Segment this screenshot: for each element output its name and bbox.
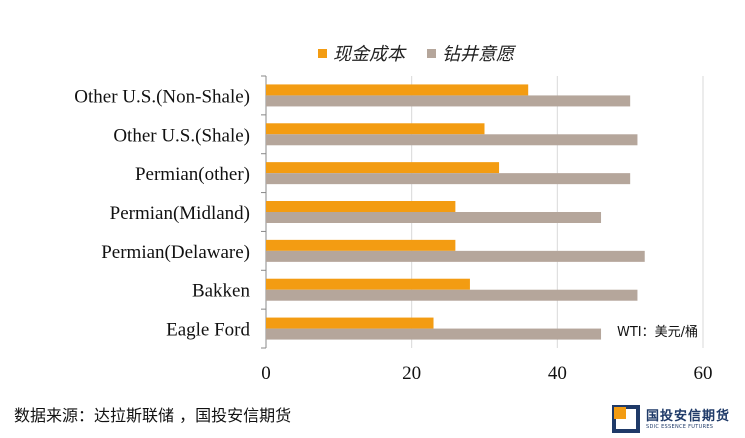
source-note: 数据来源：达拉斯联储 ，国投安信期货 — [14, 406, 292, 425]
bar-drilling-will-6 — [266, 328, 602, 340]
bar-drilling-will-0 — [266, 95, 631, 107]
x-tick-label-0: 0 — [261, 363, 271, 384]
legend-swatch-drilling-will — [427, 48, 436, 58]
bar-cash-cost-3 — [266, 201, 456, 212]
category-label-6: Eagle Ford — [166, 320, 250, 341]
bar-drilling-will-3 — [266, 212, 602, 223]
bar-cash-cost-5 — [266, 278, 470, 290]
unit-annotation: WTI：美元/桶 — [617, 325, 699, 340]
logo-text-en: SDIC ESSENCE FUTURES — [646, 424, 714, 430]
category-label-5: Bakken — [192, 281, 251, 302]
category-label-0: Other U.S.(Non-Shale) — [74, 86, 250, 107]
chart-legend: 现金成本 钻井意愿 — [318, 40, 514, 66]
legend-swatch-cash-cost — [318, 48, 327, 58]
logo-text-cn: 国投安信期货 — [646, 409, 731, 424]
company-logo: 国投安信期货 SDIC ESSENCE FUTURES — [612, 405, 730, 433]
bar-drilling-will-1 — [266, 134, 638, 146]
bar-cash-cost-6 — [266, 317, 434, 329]
legend-item-cash-cost: 现金成本 — [318, 40, 405, 66]
category-label-1: Other U.S.(Shale) — [113, 125, 250, 146]
x-tick-label-2: 40 — [548, 363, 567, 384]
bar-cash-cost-0 — [266, 84, 529, 96]
bar-cash-cost-1 — [266, 123, 485, 135]
x-tick-label-1: 20 — [402, 363, 421, 384]
bar-drilling-will-5 — [266, 289, 638, 301]
legend-label-cash-cost: 现金成本 — [333, 44, 405, 65]
legend-item-drilling-will: 钻井意愿 — [427, 40, 514, 66]
bar-drilling-will-4 — [266, 250, 645, 262]
logo-mark-icon — [612, 405, 640, 433]
legend-label-drilling-will: 钻井意愿 — [442, 44, 514, 65]
category-label-3: Permian(Midland) — [110, 203, 250, 224]
x-tick-label-3: 60 — [694, 363, 713, 384]
bar-cash-cost-4 — [266, 239, 456, 251]
bar-drilling-will-2 — [266, 173, 631, 185]
category-label-2: Permian(other) — [135, 164, 250, 185]
bar-cash-cost-2 — [266, 162, 500, 174]
category-label-4: Permian(Delaware) — [101, 242, 250, 263]
